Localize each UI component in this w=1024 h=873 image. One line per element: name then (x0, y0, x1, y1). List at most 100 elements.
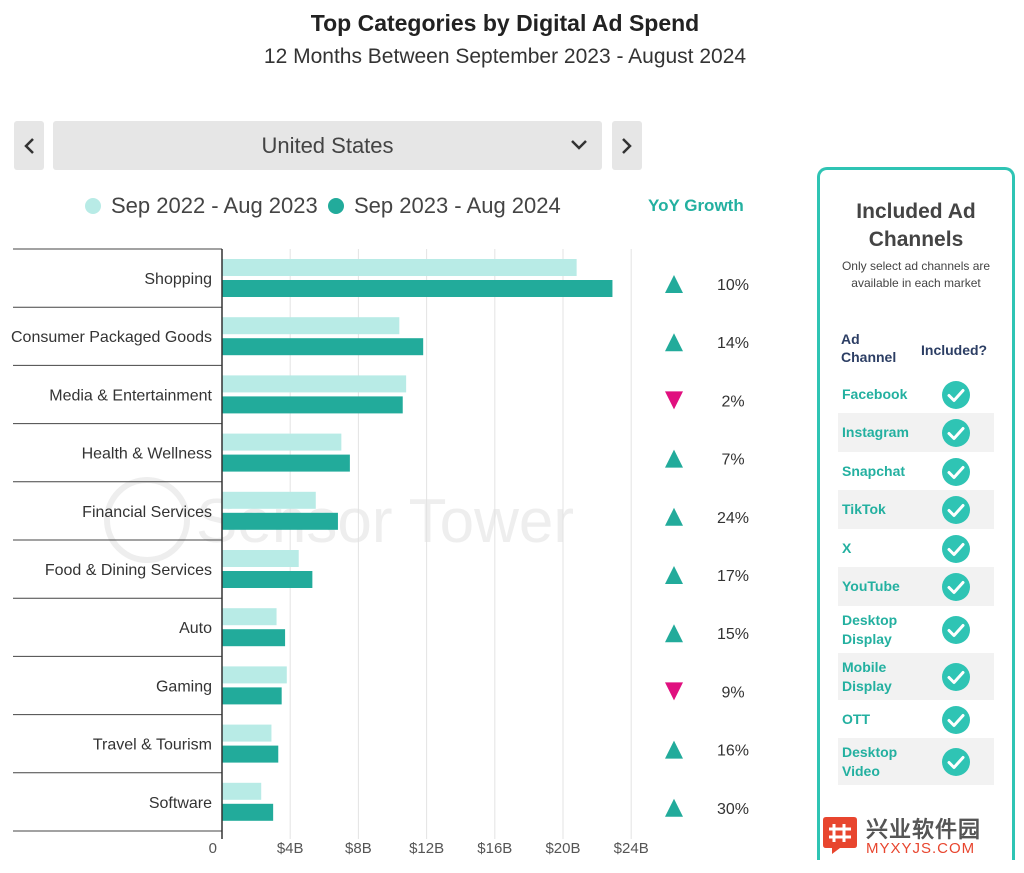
chevron-down-icon (571, 140, 587, 150)
bar-current-period (222, 338, 424, 356)
yoy-growth-value: 9% (721, 684, 744, 701)
site-url-watermark: MYXYJS.COM (866, 840, 976, 857)
x-tick-label: $16B (477, 840, 512, 857)
check-circle-icon (942, 418, 970, 447)
bar-current-period (222, 280, 613, 297)
x-tick-label: $4B (277, 840, 304, 857)
legend-item-prior: Sep 2022 - Aug 2023 (85, 191, 318, 221)
channel-name: YouTube (842, 578, 900, 594)
growth-down-icon (665, 391, 683, 410)
legend-item-current: Sep 2023 - Aug 2024 (328, 191, 561, 221)
yoy-growth-value: 2% (721, 393, 744, 410)
channel-name: OTT (842, 711, 870, 727)
channel-name: Desktop Video (842, 743, 898, 779)
x-tick-label: $8B (345, 840, 372, 857)
x-tick-label: $20B (545, 840, 580, 857)
bar-current-period (222, 571, 313, 588)
growth-up-icon (665, 449, 683, 468)
bar-prior-period (222, 433, 342, 451)
bar-prior-period (222, 608, 277, 626)
country-select[interactable]: United States (53, 121, 602, 170)
channel-row: YouTube (838, 567, 994, 606)
legend-swatch-prior (85, 198, 101, 214)
check-circle-icon (942, 495, 970, 524)
site-logo-icon (823, 817, 857, 854)
bar-prior-period (222, 317, 400, 335)
growth-up-icon (665, 275, 683, 293)
growth-up-icon (665, 798, 683, 817)
channel-name: Facebook (842, 386, 908, 402)
site-name-watermark: 兴业软件园 (866, 817, 982, 842)
yoy-growth-value: 10% (717, 277, 749, 294)
category-label: Financial Services (82, 504, 212, 521)
growth-up-icon (665, 333, 683, 352)
bar-prior-period (222, 491, 316, 509)
bar-current-period (222, 687, 282, 705)
legend-label-prior: Sep 2022 - Aug 2023 (111, 193, 318, 218)
x-tick-label: 0 (209, 840, 217, 857)
channel-row: Mobile Display (838, 653, 994, 700)
category-label: Software (149, 795, 212, 812)
bar-current-period (222, 629, 286, 647)
growth-up-icon (665, 566, 683, 584)
check-circle-icon (942, 662, 970, 691)
bar-current-period (222, 512, 338, 530)
category-label: Gaming (156, 678, 212, 695)
channel-row: OTT (838, 700, 994, 739)
channel-name: X (842, 540, 852, 556)
column-header-included: Included? (921, 342, 988, 358)
yoy-growth-value: 14% (717, 335, 749, 352)
channel-row: Facebook (838, 375, 994, 414)
bar-current-period (222, 396, 403, 414)
country-select-value: United States (261, 133, 394, 158)
bar-prior-period (222, 666, 287, 684)
previous-country-button[interactable] (14, 121, 44, 170)
channel-row: X (838, 529, 994, 568)
bar-current-period (222, 745, 279, 763)
yoy-growth-header: YoY Growth (648, 196, 744, 215)
check-circle-icon (942, 747, 970, 776)
channel-row: Snapchat (838, 452, 994, 491)
chart-subtitle: 12 Months Between September 2023 - Augus… (263, 45, 747, 68)
x-tick-label: $24B (614, 840, 649, 857)
column-header-channel: Ad Channel (841, 331, 897, 365)
check-circle-icon (942, 380, 970, 409)
bar-prior-period (222, 375, 407, 393)
bar-prior-period (222, 782, 262, 800)
channel-name: Snapchat (842, 463, 906, 479)
category-label: Auto (179, 620, 212, 637)
yoy-growth-value: 15% (717, 626, 749, 643)
yoy-growth-value: 30% (717, 801, 749, 818)
channel-name: Mobile Display (842, 658, 892, 694)
next-country-button[interactable] (612, 121, 642, 170)
yoy-growth-value: 7% (721, 452, 744, 469)
check-circle-icon (942, 705, 970, 734)
check-circle-icon (942, 457, 970, 486)
yoy-growth-value: 16% (717, 743, 749, 760)
chart-title: Top Categories by Digital Ad Spend (310, 10, 700, 36)
panel-title: Included Ad Channels (856, 200, 976, 251)
channel-name: Instagram (842, 424, 909, 440)
legend-swatch-current (328, 198, 344, 214)
channel-row: Instagram (838, 413, 994, 452)
watermark-logo-ring (104, 477, 190, 563)
included-channels-panel: Included Ad Channels Only select ad chan… (817, 167, 1015, 860)
bar-current-period (222, 803, 274, 821)
category-label: Health & Wellness (82, 446, 212, 463)
chevron-left-icon (24, 137, 34, 154)
category-label: Shopping (144, 271, 212, 288)
bar-prior-period (222, 259, 577, 276)
check-circle-icon (942, 534, 970, 563)
growth-up-icon (665, 740, 683, 759)
channel-row: TikTok (838, 490, 994, 529)
check-circle-icon (942, 572, 970, 601)
yoy-growth-value: 24% (717, 510, 749, 527)
yoy-growth-value: 17% (717, 568, 749, 585)
bar-prior-period (222, 724, 272, 742)
channel-row: Desktop Video (838, 738, 994, 785)
growth-up-icon (665, 624, 683, 643)
x-tick-label: $12B (409, 840, 444, 857)
growth-down-icon (665, 682, 683, 701)
check-circle-icon (942, 615, 970, 644)
